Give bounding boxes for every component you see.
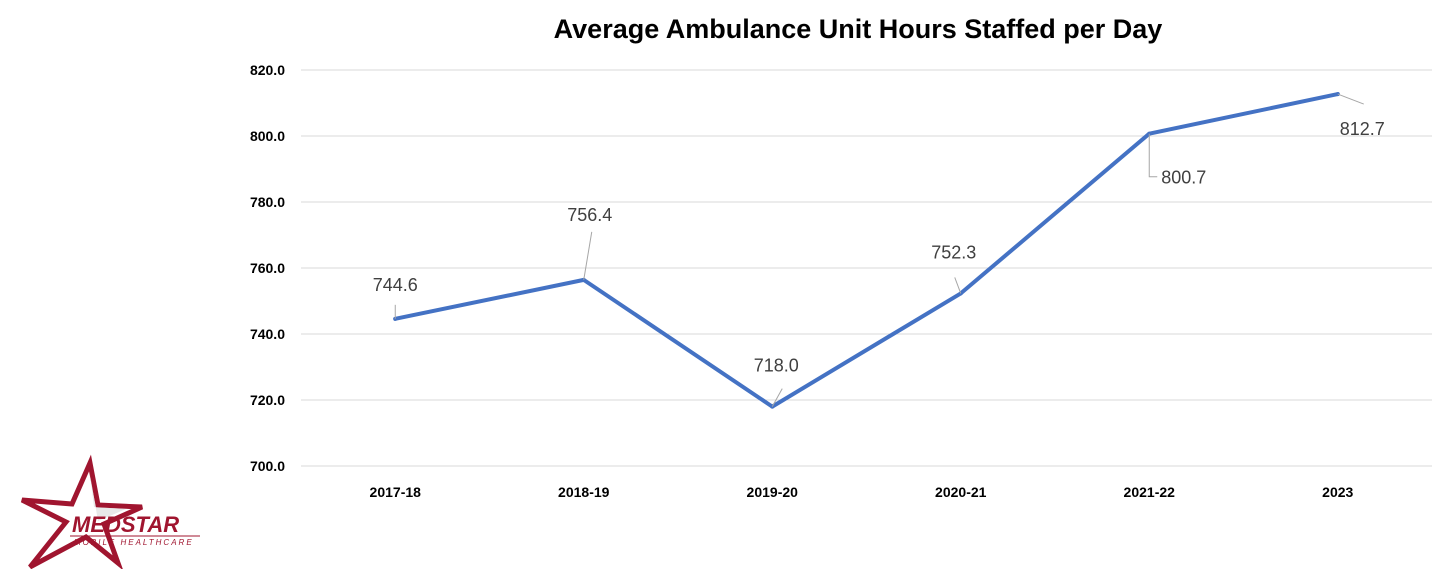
- data-label-leader: [583, 231, 593, 280]
- logo-subtitle: MOBILE HEALTHCARE: [74, 538, 194, 547]
- y-tick-label: 700.0: [250, 458, 285, 474]
- x-tick-label: 2023: [1322, 484, 1353, 500]
- data-label-leader: [771, 388, 783, 407]
- gridlines: [301, 69, 1432, 467]
- x-tick-label: 2020-21: [935, 484, 987, 500]
- data-labels: 744.6 756.4 718.0 752.3 800.7 812.7: [373, 119, 1385, 376]
- data-label-leaders: [394, 93, 1364, 407]
- y-tick-label: 740.0: [250, 326, 285, 342]
- x-tick-label: 2019-20: [747, 484, 799, 500]
- logo-star-icon: [20, 454, 144, 571]
- data-label: 752.3: [931, 242, 976, 262]
- x-axis-ticks: 2017-18 2018-19 2019-20 2020-21 2021-22 2023: [370, 484, 1354, 500]
- series-line-group: [393, 92, 1340, 409]
- data-label-leader: [1148, 133, 1158, 178]
- logo-name: MEDSTAR: [72, 512, 179, 537]
- y-tick-label: 800.0: [250, 128, 285, 144]
- data-label-leader: [954, 277, 962, 294]
- x-tick-label: 2017-18: [370, 484, 422, 500]
- chart-title: Average Ambulance Unit Hours Staffed per…: [554, 14, 1163, 44]
- data-label: 812.7: [1340, 119, 1385, 139]
- y-tick-label: 760.0: [250, 260, 285, 276]
- x-tick-label: 2021-22: [1124, 484, 1176, 500]
- data-label: 756.4: [567, 205, 612, 225]
- y-tick-label: 820.0: [250, 62, 285, 78]
- data-label: 800.7: [1161, 168, 1206, 188]
- data-label: 744.6: [373, 275, 418, 295]
- data-label: 718.0: [754, 356, 799, 376]
- logo-star-shadow-icon: [90, 474, 126, 521]
- series-line: [393, 92, 1340, 409]
- data-label-leader: [1337, 93, 1364, 105]
- y-axis-ticks: 700.0 720.0 740.0 760.0 780.0 800.0 820.0: [250, 62, 285, 474]
- x-tick-label: 2018-19: [558, 484, 610, 500]
- y-tick-label: 720.0: [250, 392, 285, 408]
- medstar-logo: MEDSTAR MOBILE HEALTHCARE: [20, 454, 200, 571]
- y-tick-label: 780.0: [250, 194, 285, 210]
